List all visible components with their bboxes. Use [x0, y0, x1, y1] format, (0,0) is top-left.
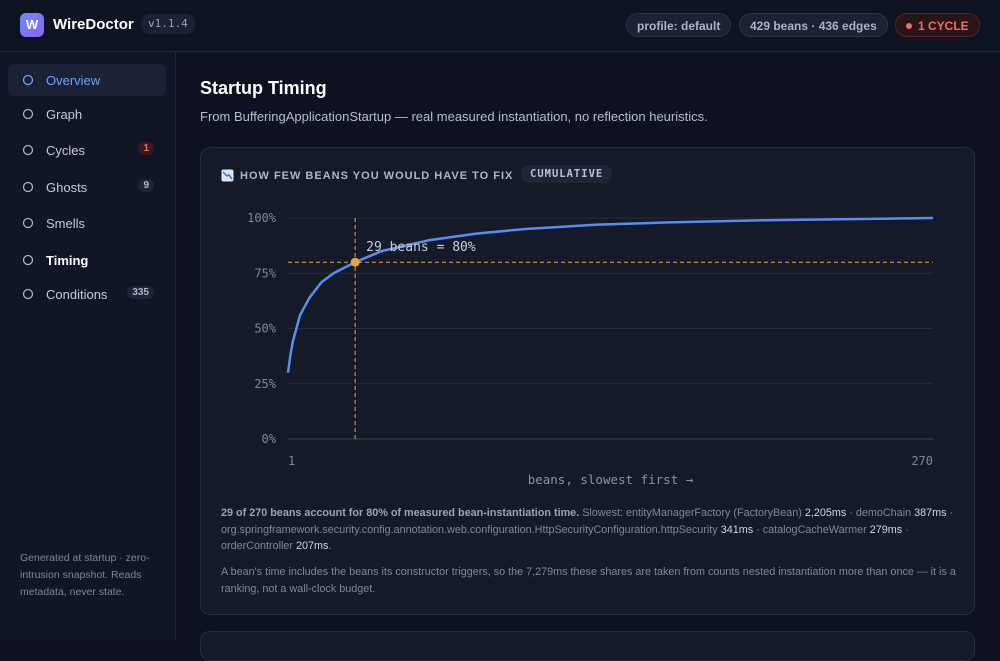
nav-count: 335 — [127, 286, 154, 299]
nav-icon — [22, 217, 34, 229]
nav-icon — [22, 74, 34, 86]
summary-lead: 29 of 270 beans account for 80% of measu… — [221, 507, 580, 519]
profile-badge[interactable]: profile: default — [626, 13, 732, 37]
next-card — [200, 631, 975, 661]
y-tick-label: 25% — [254, 377, 276, 391]
version: v1.1.4 — [141, 14, 195, 34]
bean-name: org.springframework.security.config.anno… — [221, 523, 718, 536]
bean-name: catalogCacheWarmer — [762, 523, 867, 536]
logo: W — [20, 13, 44, 37]
sidebar: Overview Graph Cycles 1 Ghosts 9 Smells Timing C… — [0, 52, 176, 640]
bean-ms: 279ms — [869, 523, 903, 536]
app-name: WireDoctor — [53, 16, 134, 33]
nav-label: Ghosts — [46, 180, 88, 195]
x-tick-label: 270 — [911, 454, 933, 468]
bean-ms: 341ms — [720, 523, 754, 536]
sidebar-footer: Generated at startup · zero-intrusion sn… — [20, 552, 150, 598]
icon-shape — [22, 254, 34, 266]
nav-label: Smells — [46, 216, 86, 231]
highlight-point — [350, 257, 360, 267]
page-subtitle: From BufferingApplicationStartup — real … — [200, 109, 708, 124]
icon-shape — [22, 288, 34, 300]
nav-icon — [22, 254, 34, 266]
note: A bean's time includes the beans its con… — [221, 566, 956, 595]
dot — [906, 23, 912, 29]
page-title: Startup Timing — [200, 78, 327, 98]
x-axis-label: beans, slowest first → — [528, 472, 694, 487]
nav-icon — [22, 288, 34, 300]
separator: · — [949, 507, 954, 519]
header: W WireDoctor v1.1.4 profile: default 429… — [0, 0, 1000, 52]
nav-count: 1 — [138, 142, 154, 155]
summary: 29 of 270 beans account for 80% of measu… — [221, 505, 956, 555]
nav-label: Timing — [46, 253, 89, 268]
nav-item[interactable]: Overview — [8, 64, 166, 96]
cumulative-line — [286, 216, 934, 373]
nav-item[interactable]: Graph — [8, 98, 166, 130]
y-tick-label: 50% — [254, 322, 276, 336]
summary-end: . — [328, 540, 332, 552]
nav-icon — [22, 108, 34, 120]
bean-name: demoChain — [855, 507, 912, 519]
stats-badge: 429 beans · 436 edges — [739, 13, 888, 37]
cycle-badge[interactable]: 1 CYCLE — [895, 13, 980, 37]
bean-name: entityManagerFactory (FactoryBean) — [626, 507, 802, 519]
icon-shape — [22, 108, 34, 120]
icon-shape — [22, 217, 34, 229]
nav-label: Overview — [46, 73, 101, 88]
bean-ms: 2,205ms — [804, 507, 847, 519]
chart: 0% 25% 50% 75% 100% 1 270 beans, slowest first … — [247, 211, 934, 487]
y-tick-label: 0% — [262, 432, 277, 446]
nav-icon — [22, 181, 34, 193]
chart-title: HOW FEW BEANS YOU WOULD HAVE TO FIX — [240, 170, 514, 182]
icon-shape — [22, 181, 34, 193]
highlight-label: 29 beans = 80% — [366, 240, 476, 255]
x-tick-label: 1 — [288, 454, 295, 468]
bean-name: orderController — [221, 540, 294, 552]
y-tick-label: 100% — [247, 211, 277, 225]
y-tick-label: 75% — [254, 266, 276, 280]
chart-badge: CUMULATIVE — [521, 165, 613, 183]
icon-shape — [22, 144, 34, 156]
nav-label: Cycles — [46, 143, 86, 158]
nav-item[interactable]: Conditions 335 — [8, 278, 166, 310]
nav-item[interactable]: Ghosts 9 — [8, 171, 166, 203]
chart-icon — [221, 169, 234, 182]
bean-ms: 387ms — [914, 507, 947, 519]
icon-shape — [22, 74, 34, 86]
bean-ms: 207ms — [296, 540, 329, 552]
separator: · — [849, 507, 853, 519]
cycle-text: 1 CYCLE — [918, 19, 969, 33]
nav-label: Conditions — [46, 287, 108, 302]
nav-count: 9 — [138, 179, 154, 192]
nav-item[interactable]: Smells — [8, 207, 166, 239]
separator: · — [756, 523, 760, 536]
nav-item[interactable]: Timing — [8, 244, 166, 276]
nav-item[interactable]: Cycles 1 — [8, 134, 166, 166]
nav-icon — [22, 144, 34, 156]
slowest-label: Slowest: — [582, 507, 624, 519]
separator: · — [905, 523, 909, 536]
nav-label: Graph — [46, 107, 83, 122]
